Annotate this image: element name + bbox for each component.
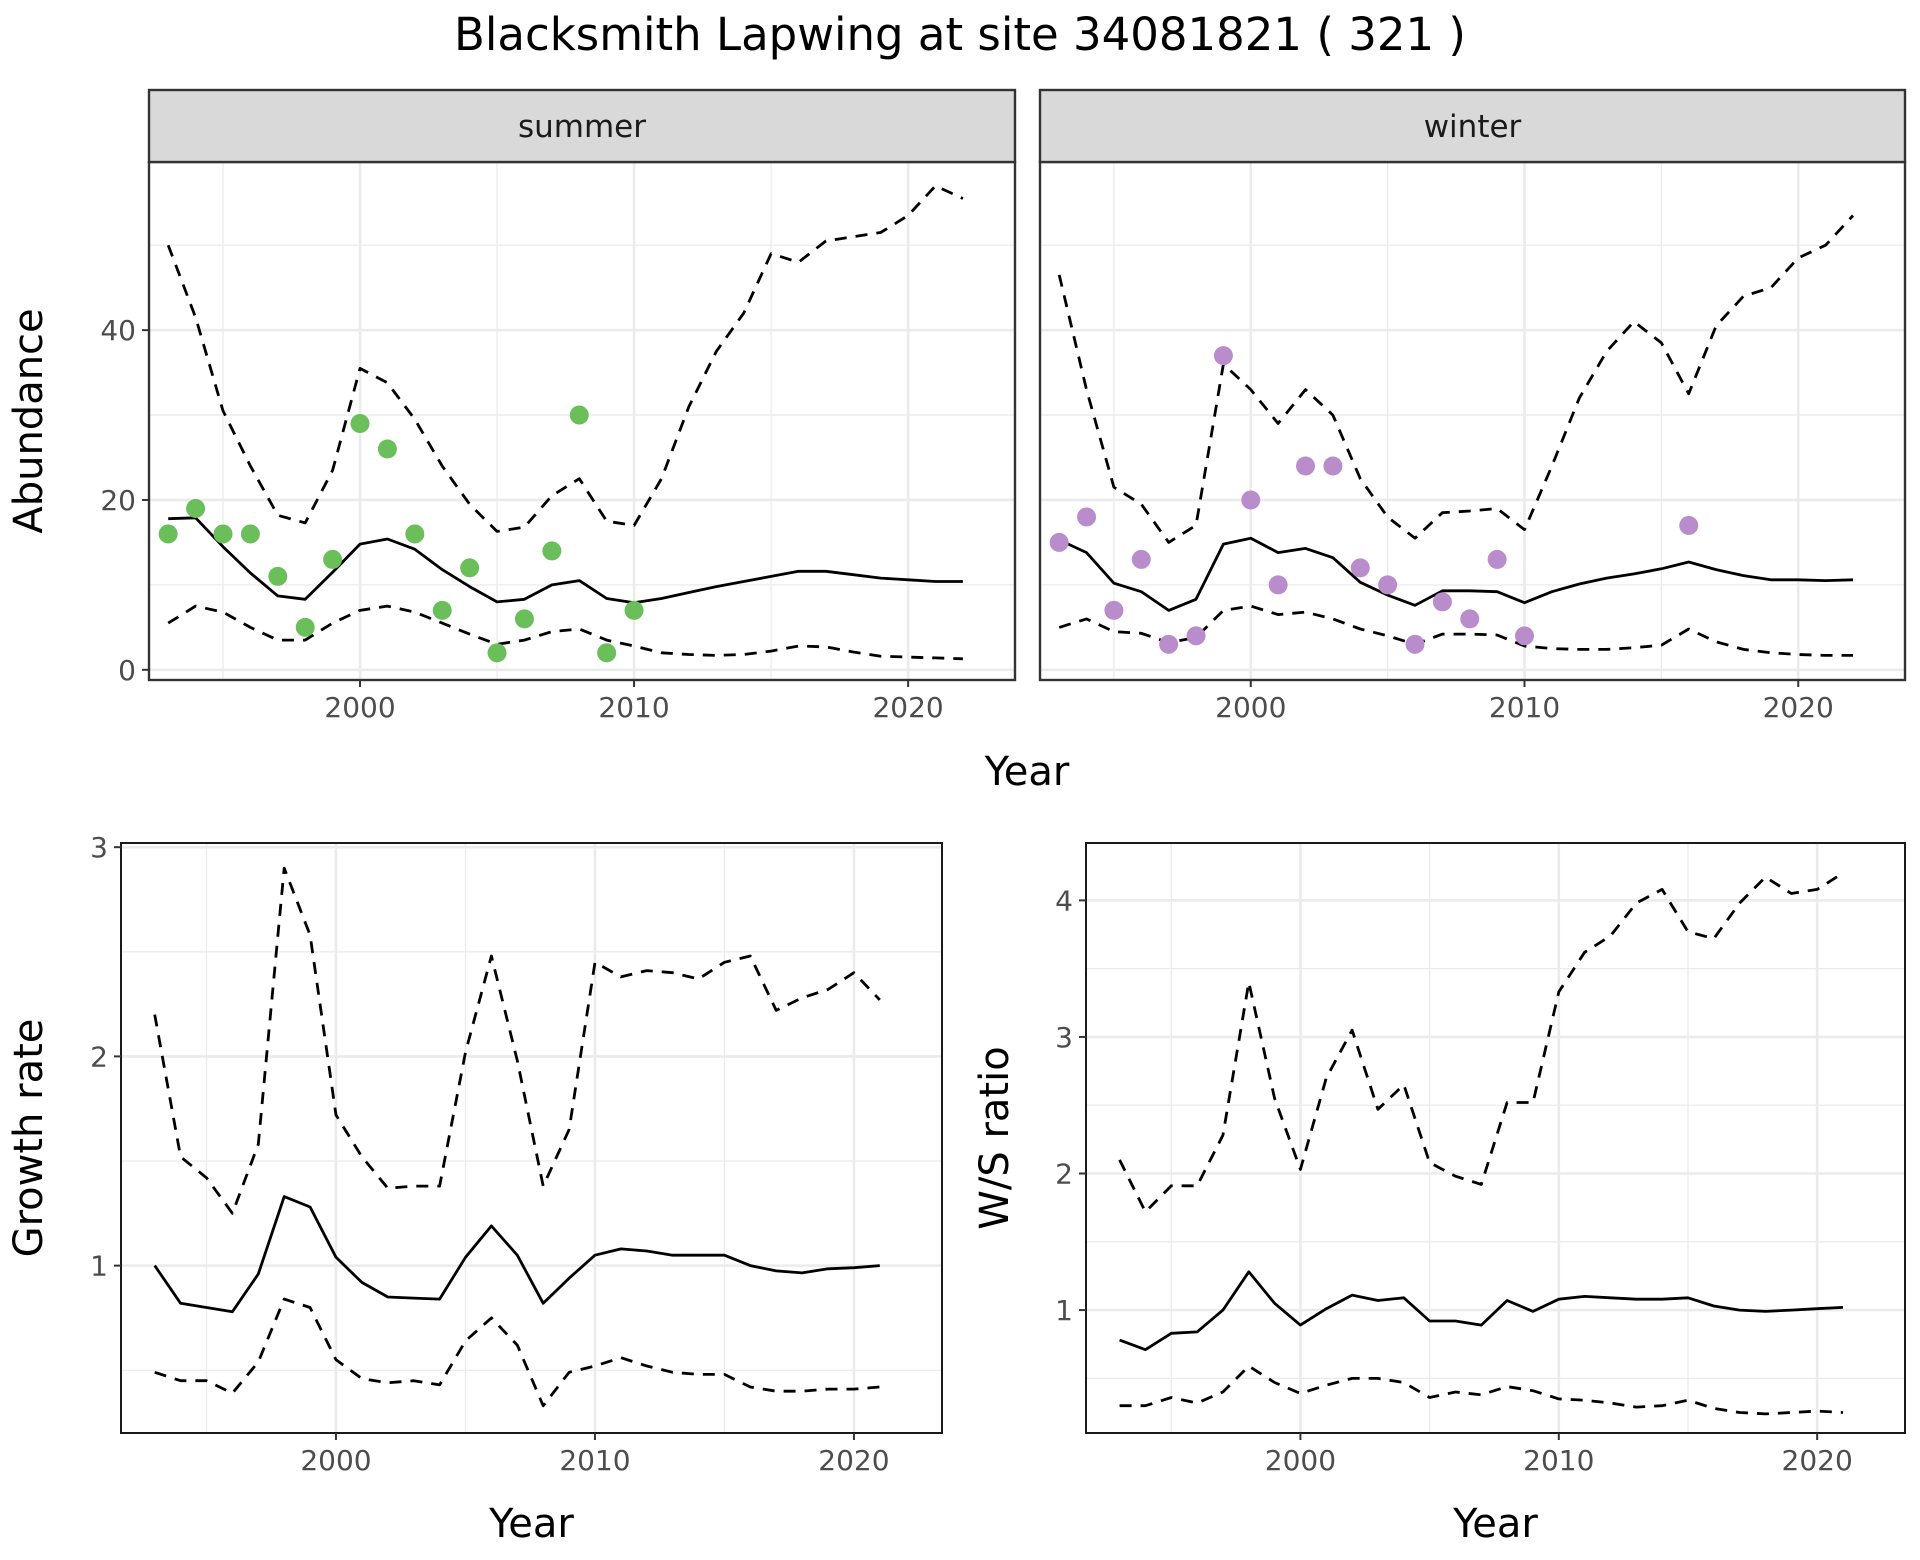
observed-point bbox=[1432, 592, 1452, 612]
observed-point bbox=[158, 524, 178, 544]
facet-strip-label: summer bbox=[518, 109, 646, 145]
y-axis-title: W/S ratio bbox=[972, 1046, 1018, 1229]
observed-point bbox=[1159, 634, 1179, 654]
figure-title: Blacksmith Lapwing at site 34081821 ( 32… bbox=[454, 8, 1466, 61]
y-tick-label: 40 bbox=[100, 314, 136, 347]
facet-strip bbox=[147, 88, 1017, 164]
observed-point bbox=[1460, 609, 1480, 629]
y-axis-title: Abundance bbox=[6, 308, 52, 533]
panel-background bbox=[1040, 162, 1905, 680]
upper-bound-line bbox=[1118, 871, 1844, 1214]
x-tick-label: 2010 bbox=[559, 1444, 630, 1477]
observed-point bbox=[1186, 626, 1206, 646]
x-tick-label: 2020 bbox=[1763, 691, 1834, 724]
observed-point bbox=[240, 524, 260, 544]
observed-point bbox=[323, 549, 343, 569]
x-tick-label: 2000 bbox=[300, 1444, 371, 1477]
facet-strip-label: winter bbox=[1424, 109, 1522, 145]
lower-bound-line bbox=[1058, 604, 1853, 657]
x-tick-label: 2010 bbox=[1489, 691, 1560, 724]
observed-point bbox=[1049, 532, 1069, 552]
y-tick-label: 4 bbox=[1055, 884, 1073, 917]
observed-point bbox=[569, 405, 589, 425]
x-axis-title: Year bbox=[488, 1501, 574, 1547]
observed-point bbox=[597, 643, 617, 663]
panel-background bbox=[1086, 843, 1905, 1433]
observed-point bbox=[186, 498, 206, 518]
abundance-chart: summer 2000 2010 2020 0 20 40 winter 2000 2010 202… bbox=[6, 88, 1907, 795]
observed-point bbox=[1515, 626, 1535, 646]
observed-point bbox=[1679, 515, 1699, 535]
lower-bound-line bbox=[167, 604, 963, 661]
observed-point bbox=[295, 617, 315, 637]
observed-point bbox=[1487, 549, 1507, 569]
y-tick-label: 3 bbox=[90, 831, 108, 864]
x-tick-label: 2020 bbox=[1782, 1444, 1853, 1477]
facet-strip bbox=[1038, 88, 1907, 164]
observed-point bbox=[460, 558, 480, 578]
observed-point bbox=[350, 414, 370, 434]
y-tick-label: 1 bbox=[1055, 1294, 1073, 1327]
observed-point bbox=[377, 439, 397, 459]
estimate-line bbox=[168, 516, 963, 605]
y-tick-label: 0 bbox=[118, 654, 136, 687]
y-tick-label: 20 bbox=[100, 484, 136, 517]
upper-bound-line bbox=[166, 184, 964, 533]
observed-point bbox=[1104, 600, 1124, 620]
observed-point bbox=[268, 566, 288, 586]
panel-border bbox=[120, 842, 943, 1434]
observed-point bbox=[405, 524, 425, 544]
growth-rate-chart: 2000 2010 2020 1 2 3 Year Growth rate bbox=[6, 831, 943, 1547]
y-tick-label: 2 bbox=[90, 1040, 108, 1073]
observed-point bbox=[213, 524, 233, 544]
x-tick-label: 2000 bbox=[1215, 691, 1286, 724]
observed-point bbox=[1268, 575, 1288, 595]
observed-point bbox=[624, 600, 644, 620]
observed-point bbox=[432, 600, 452, 620]
x-tick-label: 2010 bbox=[1523, 1444, 1594, 1477]
observed-point bbox=[1077, 507, 1097, 527]
estimate-line bbox=[1119, 1270, 1844, 1352]
y-tick-label: 3 bbox=[1055, 1021, 1073, 1054]
y-axis-title: Growth rate bbox=[6, 1019, 52, 1258]
x-tick-label: 2020 bbox=[818, 1444, 889, 1477]
lower-bound-line bbox=[154, 1297, 880, 1408]
ws-ratio-chart: 2000 2010 2020 1 2 3 4 Year W/S ratio bbox=[972, 842, 1906, 1547]
observed-point bbox=[487, 643, 507, 663]
observed-point bbox=[514, 609, 534, 629]
facet-panel-summer: summer 2000 2010 2020 0 20 40 bbox=[100, 88, 1017, 724]
panel-border bbox=[1085, 842, 1906, 1434]
x-tick-label: 2010 bbox=[598, 691, 669, 724]
upper-bound-line bbox=[153, 866, 881, 1215]
upper-bound-line bbox=[1057, 214, 1855, 544]
observed-point bbox=[1296, 456, 1316, 476]
observed-point bbox=[1378, 575, 1398, 595]
lower-bound-line bbox=[1119, 1364, 1844, 1416]
observed-point bbox=[1241, 490, 1261, 510]
x-axis-title: Year bbox=[984, 749, 1070, 795]
panel-background bbox=[121, 843, 942, 1433]
facet-panel-winter: winter 2000 2010 2020 bbox=[1038, 88, 1907, 724]
x-tick-label: 2020 bbox=[872, 691, 943, 724]
x-tick-label: 2000 bbox=[1265, 1444, 1336, 1477]
observed-point bbox=[1405, 634, 1425, 654]
estimate-line bbox=[153, 1195, 880, 1314]
y-tick-label: 1 bbox=[90, 1250, 108, 1283]
observed-point bbox=[1350, 558, 1370, 578]
plots: summer 2000 2010 2020 0 20 40 winter 2000 2010 202… bbox=[6, 88, 1907, 1547]
x-axis-title: Year bbox=[1452, 1501, 1538, 1547]
observed-point bbox=[1213, 346, 1233, 366]
observed-point bbox=[1131, 549, 1151, 569]
y-tick-label: 2 bbox=[1055, 1158, 1073, 1191]
estimate-line bbox=[1058, 536, 1854, 612]
x-tick-label: 2000 bbox=[324, 691, 395, 724]
observed-point bbox=[542, 541, 562, 561]
observed-point bbox=[1323, 456, 1343, 476]
